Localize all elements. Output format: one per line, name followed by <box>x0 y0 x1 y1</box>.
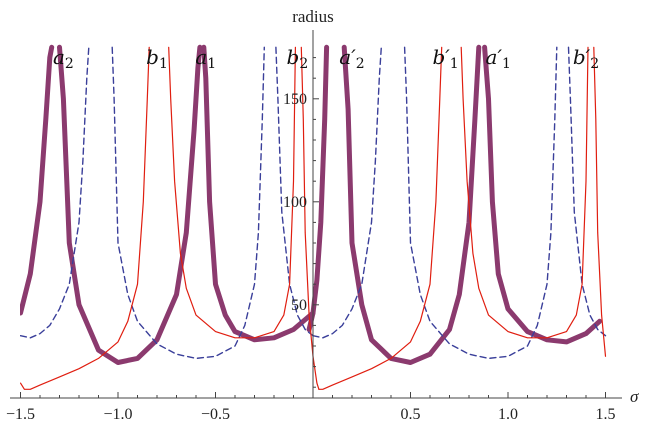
y-tick-label: 150 <box>283 91 307 108</box>
y-tick-label: 50 <box>291 297 307 314</box>
axes-layer: −1.5 −1.0 −0.5 0.5 1.0 1.5 50 100 150 <box>6 30 622 423</box>
curve-label-b2: b2 <box>287 45 309 72</box>
series-dashed-branch-4 <box>312 46 382 339</box>
x-tick-label: −1.5 <box>6 406 35 423</box>
series-thick-branch-1 <box>20 44 55 316</box>
curve-labels: a2 b1 a1 b2 a′2 b′1 a′1 b′2 <box>53 45 599 72</box>
series-dashed-branch-3 <box>275 46 314 337</box>
series-dashed-branch-2 <box>111 46 265 360</box>
series-thin-branch-1 <box>20 46 150 390</box>
y-tick-label: 100 <box>283 194 307 211</box>
curve-label-a1-prime: a′1 <box>486 45 511 72</box>
curve-label-a2-prime: a′2 <box>339 45 364 72</box>
y-axis-title: radius <box>292 7 334 26</box>
series-thin-branch-2 <box>168 46 296 339</box>
x-axis-title: σ <box>630 387 639 406</box>
curve-label-a1: a1 <box>195 45 216 72</box>
series-thin-branch-6 <box>593 46 607 357</box>
series-thick-branch-5 <box>341 44 482 365</box>
series-dashed-branch-1 <box>20 46 90 339</box>
series-thick-branch-6 <box>482 44 603 345</box>
x-tick-label: −1.0 <box>103 406 132 423</box>
x-tick-label: −0.5 <box>201 406 230 423</box>
curve-label-b1-prime: b′1 <box>432 45 458 72</box>
series-thin-branch-4 <box>318 46 443 390</box>
series-dashed-branch-5 <box>403 46 558 360</box>
series-thick-branch-2 <box>57 44 203 365</box>
series-thin-branch-3 <box>300 46 320 390</box>
curve-label-b1: b1 <box>146 45 168 72</box>
x-tick-label: 1.5 <box>596 406 616 423</box>
x-tick-label: 1.0 <box>498 406 518 423</box>
series-thick-branch-4 <box>306 44 330 332</box>
series-thick-branch-3 <box>201 44 316 343</box>
series-thin-branch-5 <box>460 46 589 339</box>
x-tick-label: 0.5 <box>401 406 421 423</box>
series-dashed-branch-6 <box>567 46 607 337</box>
series-layer <box>20 44 607 390</box>
curve-label-a2: a2 <box>53 45 74 72</box>
curve-label-b2-prime: b′2 <box>573 45 599 72</box>
